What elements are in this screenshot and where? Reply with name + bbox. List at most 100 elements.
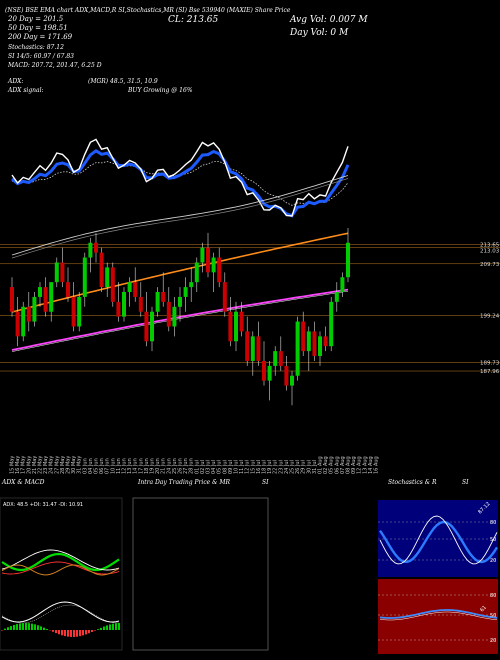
macd-bar bbox=[43, 627, 45, 630]
candle-body bbox=[334, 292, 339, 302]
date-tick: 14 Aug bbox=[368, 456, 374, 474]
date-tick: 01 Aug bbox=[318, 456, 324, 474]
date-tick: 03 Jun bbox=[82, 458, 88, 474]
date-tick: 20 Jun bbox=[155, 458, 161, 474]
date-tick: 28 Jun bbox=[189, 458, 195, 474]
adx-panel-title: ADX & MACD bbox=[1, 479, 45, 486]
macd-bar bbox=[22, 623, 24, 630]
date-tick: 18 Jun bbox=[144, 458, 150, 474]
macd-line bbox=[1, 601, 120, 623]
date-tick: 10 Jun bbox=[110, 458, 116, 474]
macd-bar bbox=[118, 623, 120, 630]
date-tick: 28 May bbox=[60, 456, 66, 474]
candle-body bbox=[250, 336, 255, 361]
ema-20-line bbox=[11, 148, 350, 218]
ema-grey-line-2 bbox=[11, 178, 349, 259]
date-tick: 27 May bbox=[54, 456, 60, 474]
candle-body bbox=[172, 306, 177, 327]
date-tick: 31 Jul bbox=[312, 460, 318, 474]
date-tick: 08 Jul bbox=[222, 460, 228, 474]
candle-body bbox=[49, 282, 54, 312]
candle-body bbox=[194, 262, 199, 283]
macd-bar bbox=[97, 629, 99, 630]
macd-bar bbox=[64, 630, 66, 637]
level-label: 199.24 bbox=[480, 313, 500, 319]
candle-body bbox=[127, 282, 132, 293]
date-tick: 01 Jul bbox=[194, 460, 200, 474]
macd-bar bbox=[91, 630, 93, 632]
date-tick: 26 Jun bbox=[178, 458, 184, 474]
macd-bar bbox=[40, 626, 42, 630]
header: (NSE) BSE EMA chart ADX,MACD,R SI,Stocha… bbox=[5, 7, 368, 94]
intraday-mr-panel: Intra Day Trading Price & MR SI bbox=[132, 479, 269, 651]
stoch-k-line bbox=[379, 515, 498, 565]
candle-body bbox=[239, 311, 244, 332]
candle-body bbox=[38, 287, 42, 297]
candle-body bbox=[318, 336, 322, 357]
date-tick: 05 Aug bbox=[329, 456, 335, 474]
date-tick: 11 Jul bbox=[239, 460, 245, 474]
macd-bar bbox=[52, 630, 54, 632]
candle-body bbox=[290, 375, 294, 386]
date-tick: 03 Jul bbox=[206, 460, 212, 474]
macd-bar bbox=[106, 625, 108, 630]
date-tick: 30 Jul bbox=[306, 460, 312, 474]
date-tick: 16 May bbox=[15, 456, 21, 474]
candle-body bbox=[273, 351, 278, 366]
date-tick: 02 Jul bbox=[200, 460, 206, 474]
candle-body bbox=[88, 242, 93, 258]
candle-body bbox=[138, 296, 143, 312]
rsi-level-label: 80 bbox=[490, 593, 496, 599]
date-tick: 07 Jun bbox=[105, 458, 111, 474]
adx-di-minus bbox=[1, 561, 120, 575]
candle-body bbox=[43, 287, 48, 312]
macd-bar bbox=[25, 623, 27, 630]
candle-body bbox=[183, 287, 188, 297]
macd-bar bbox=[10, 626, 12, 630]
level-label: 189.73 bbox=[480, 360, 500, 366]
level-label: 213.03 bbox=[480, 249, 500, 255]
candle-body bbox=[245, 331, 250, 361]
macd-bar bbox=[46, 629, 48, 630]
macd-bar bbox=[28, 623, 30, 630]
date-tick: 13 Jun bbox=[127, 458, 133, 474]
candle-body bbox=[222, 282, 227, 312]
candle-body bbox=[211, 257, 216, 273]
macd-bar bbox=[58, 630, 60, 635]
macd-bar bbox=[100, 627, 102, 630]
rsi-panel-bg bbox=[378, 579, 498, 654]
ema-20-label: 20 Day = 201.5 bbox=[7, 15, 64, 23]
date-tick: 06 Jun bbox=[99, 458, 105, 474]
adx-ma-line bbox=[1, 564, 120, 576]
date-tick: 17 Jun bbox=[138, 458, 144, 474]
stochastics-label: Stochastics: 87.12 bbox=[8, 44, 64, 51]
macd-bar bbox=[94, 630, 96, 631]
candle-body bbox=[262, 360, 266, 381]
candle-body bbox=[26, 306, 31, 322]
macd-bar bbox=[88, 630, 90, 634]
macd-bar bbox=[109, 624, 111, 630]
date-tick: 09 Aug bbox=[351, 456, 357, 474]
candle-body bbox=[32, 296, 37, 322]
date-tick: 13 Aug bbox=[362, 456, 368, 474]
date-tick: 23 Jul bbox=[278, 460, 284, 474]
macd-bar bbox=[73, 630, 75, 637]
adx-value: (MGR) 48.5, 31.5, 10.9 bbox=[88, 78, 158, 85]
candle-body bbox=[267, 365, 272, 381]
date-tick: 29 May bbox=[66, 456, 72, 474]
rsi-line bbox=[379, 609, 498, 619]
ema-grey-line bbox=[11, 175, 349, 256]
date-tick: 16 Aug bbox=[374, 456, 380, 474]
date-tick: 22 Jul bbox=[273, 460, 279, 474]
macd-bar bbox=[13, 624, 15, 630]
avg-vol-label: Avg Vol: 0.007 M bbox=[289, 15, 368, 25]
rsi-level-label: 20 bbox=[490, 638, 496, 644]
price-line bbox=[11, 138, 349, 217]
candle-body bbox=[54, 262, 59, 283]
macd-bar bbox=[67, 630, 69, 637]
date-tick: 09 Jul bbox=[228, 460, 234, 474]
candle-body bbox=[312, 331, 317, 357]
adx-di-plus bbox=[1, 552, 120, 572]
adx-lines bbox=[1, 549, 120, 576]
